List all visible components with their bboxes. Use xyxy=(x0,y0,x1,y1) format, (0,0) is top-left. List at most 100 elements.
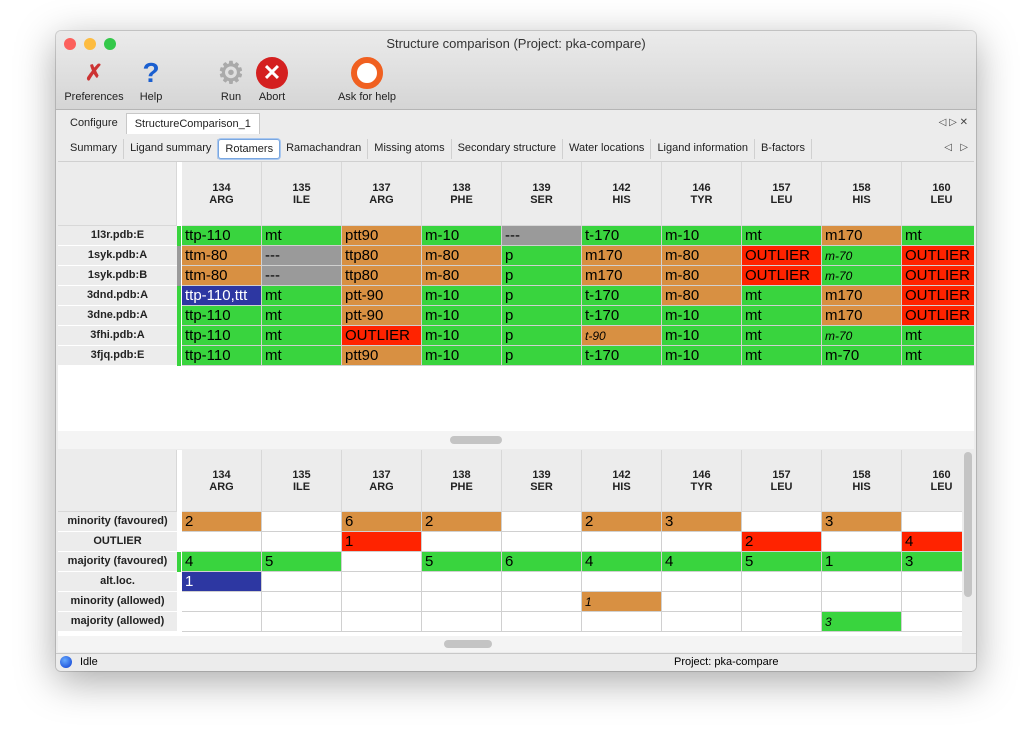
ask-for-help-button[interactable]: Ask for help xyxy=(332,57,402,103)
table-cell[interactable]: 4 xyxy=(662,552,742,572)
table-cell[interactable]: p xyxy=(502,246,582,266)
table-cell[interactable] xyxy=(902,512,962,532)
splitter[interactable] xyxy=(58,431,974,449)
table-cell[interactable]: 2 xyxy=(182,512,262,532)
table-cell[interactable] xyxy=(182,612,262,632)
table-cell[interactable] xyxy=(422,612,502,632)
table-cell[interactable]: mt xyxy=(262,226,342,246)
row-label[interactable]: minority (allowed) xyxy=(58,592,177,612)
tab-left-icon[interactable]: ◁ xyxy=(938,117,947,128)
row-label[interactable]: 3dnd.pdb:A xyxy=(58,286,177,306)
column-header[interactable]: 138 PHE xyxy=(422,450,502,512)
table-cell[interactable]: 6 xyxy=(342,512,422,532)
table-cell[interactable]: ttm-80 xyxy=(182,246,262,266)
table-cell[interactable]: 3 xyxy=(822,612,902,632)
table-cell[interactable]: m-10 xyxy=(662,326,742,346)
table-cell[interactable]: m-10 xyxy=(422,346,502,366)
column-header[interactable]: 157 LEU xyxy=(742,162,822,226)
subtab-rotamers[interactable]: Rotamers xyxy=(218,139,281,159)
table-cell[interactable]: 3 xyxy=(822,512,902,532)
table-cell[interactable]: OUTLIER xyxy=(742,266,822,286)
table-cell[interactable]: m-80 xyxy=(662,266,742,286)
subtab-ramachandran[interactable]: Ramachandran xyxy=(280,139,369,159)
table-cell[interactable] xyxy=(262,512,342,532)
table-cell[interactable] xyxy=(822,592,902,612)
table-cell[interactable]: m170 xyxy=(582,246,662,266)
table-cell[interactable]: mt xyxy=(742,286,822,306)
table-cell[interactable]: t-90 xyxy=(582,326,662,346)
table-cell[interactable]: m-70 xyxy=(822,246,902,266)
table-cell[interactable]: 4 xyxy=(902,532,962,552)
splitter-handle[interactable] xyxy=(450,436,502,444)
column-header[interactable]: 135 ILE xyxy=(262,162,342,226)
table-cell[interactable] xyxy=(662,612,742,632)
row-label[interactable]: OUTLIER xyxy=(58,532,177,552)
table-cell[interactable]: p xyxy=(502,286,582,306)
table-cell[interactable]: mt xyxy=(262,306,342,326)
table-cell[interactable] xyxy=(502,572,582,592)
table-cell[interactable]: 2 xyxy=(582,512,662,532)
tab-right-icon[interactable]: ▷ xyxy=(949,117,957,128)
column-header[interactable]: 135 ILE xyxy=(262,450,342,512)
row-label[interactable]: 3dne.pdb:A xyxy=(58,306,177,326)
table-cell[interactable]: t-170 xyxy=(582,286,662,306)
row-label[interactable]: majority (favoured) xyxy=(58,552,177,572)
table-cell[interactable] xyxy=(822,532,902,552)
table-cell[interactable]: OUTLIER xyxy=(902,306,974,326)
table-cell[interactable]: p xyxy=(502,306,582,326)
table-cell[interactable] xyxy=(662,532,742,552)
column-header[interactable]: 139 SER xyxy=(502,162,582,226)
table-cell[interactable]: 4 xyxy=(582,552,662,572)
table-cell[interactable]: mt xyxy=(902,346,974,366)
table-cell[interactable] xyxy=(182,532,262,552)
column-header[interactable]: 146 TYR xyxy=(662,162,742,226)
table-cell[interactable]: 2 xyxy=(742,532,822,552)
table-cell[interactable]: m170 xyxy=(822,286,902,306)
row-label[interactable]: alt.loc. xyxy=(58,572,177,592)
column-header[interactable]: 158 HIS xyxy=(822,450,902,512)
table-cell[interactable]: ptt-90 xyxy=(342,306,422,326)
table-cell[interactable]: m-70 xyxy=(822,346,902,366)
table-cell[interactable]: 1 xyxy=(342,532,422,552)
table-cell[interactable]: 5 xyxy=(742,552,822,572)
subtab-ligand-information[interactable]: Ligand information xyxy=(651,139,755,159)
table-cell[interactable] xyxy=(742,612,822,632)
table-cell[interactable]: ptt-90 xyxy=(342,286,422,306)
table-cell[interactable] xyxy=(262,532,342,552)
table-cell[interactable]: t-170 xyxy=(582,306,662,326)
table-cell[interactable]: m170 xyxy=(582,266,662,286)
table-cell[interactable] xyxy=(262,592,342,612)
table-cell[interactable]: m-10 xyxy=(422,226,502,246)
table-cell[interactable]: mt xyxy=(742,306,822,326)
subtab-secondary-structure[interactable]: Secondary structure xyxy=(452,139,564,159)
table-cell[interactable]: ptt90 xyxy=(342,226,422,246)
subtab-left-icon[interactable]: ◁ xyxy=(944,142,952,153)
table-cell[interactable]: 2 xyxy=(422,512,502,532)
table-cell[interactable]: m-10 xyxy=(422,286,502,306)
table-cell[interactable]: mt xyxy=(262,326,342,346)
table-cell[interactable]: OUTLIER xyxy=(902,246,974,266)
table-cell[interactable]: t-170 xyxy=(582,226,662,246)
row-label[interactable]: minority (favoured) xyxy=(58,512,177,532)
column-header[interactable]: 134 ARG xyxy=(182,162,262,226)
table-cell[interactable]: mt xyxy=(902,326,974,346)
table-cell[interactable] xyxy=(422,592,502,612)
subtab-summary[interactable]: Summary xyxy=(64,139,125,159)
table-cell[interactable]: ttp80 xyxy=(342,266,422,286)
column-header[interactable]: 138 PHE xyxy=(422,162,502,226)
table-cell[interactable]: 1 xyxy=(582,592,662,612)
table-cell[interactable] xyxy=(342,612,422,632)
table-cell[interactable]: m-70 xyxy=(822,266,902,286)
subtab-missing-atoms[interactable]: Missing atoms xyxy=(368,139,452,159)
row-label[interactable]: 1syk.pdb:A xyxy=(58,246,177,266)
table-cell[interactable]: m-80 xyxy=(422,266,502,286)
table-cell[interactable]: p xyxy=(502,266,582,286)
table-cell[interactable]: ttp-110 xyxy=(182,326,262,346)
row-label[interactable]: 3fhi.pdb:A xyxy=(58,326,177,346)
table-cell[interactable]: 4 xyxy=(182,552,262,572)
table-cell[interactable]: 3 xyxy=(902,552,962,572)
table-cell[interactable]: m-10 xyxy=(662,306,742,326)
close-window-button[interactable] xyxy=(64,38,76,50)
table-cell[interactable] xyxy=(582,572,662,592)
column-header[interactable]: 142 HIS xyxy=(582,450,662,512)
